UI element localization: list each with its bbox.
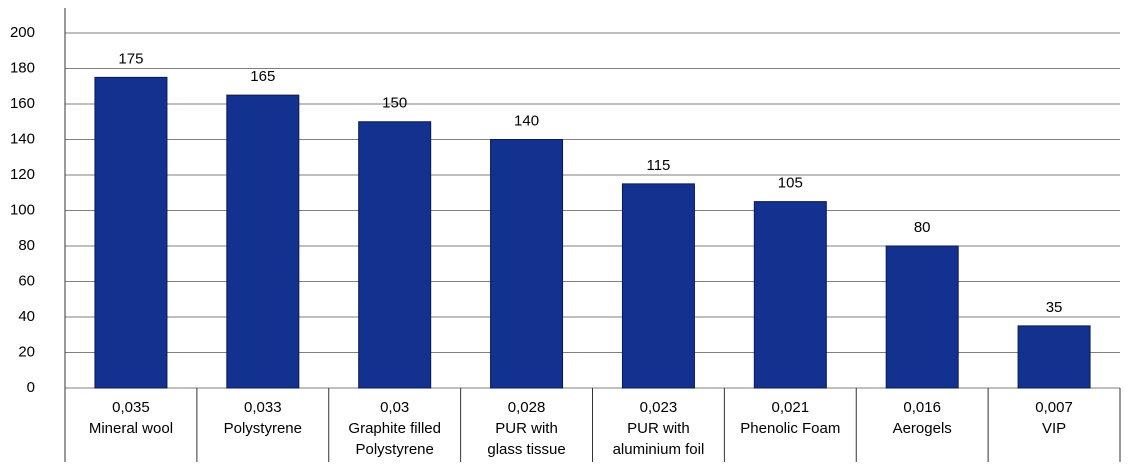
- x-tick-label: 0,016: [903, 399, 941, 416]
- x-tick-label: Polystyrene: [356, 441, 434, 458]
- x-tick-label: 0,007: [1035, 399, 1073, 416]
- y-tick-label: 20: [18, 343, 35, 360]
- x-tick-label: 0,021: [772, 399, 810, 416]
- data-label: 105: [778, 175, 803, 192]
- bar: [358, 121, 432, 389]
- bar: [94, 76, 168, 389]
- y-tick-label: 100: [10, 201, 35, 218]
- x-tick-label: 0,028: [508, 399, 546, 416]
- x-tick-label: 0,033: [244, 399, 282, 416]
- x-tick-label: 0,035: [112, 399, 150, 416]
- x-tick-label: Phenolic Foam: [740, 420, 840, 437]
- y-tick-label: 140: [10, 130, 35, 147]
- bar: [490, 139, 564, 389]
- y-tick-label: 180: [10, 59, 35, 76]
- data-label: 165: [250, 68, 275, 85]
- x-tick-label: Aerogels: [893, 420, 952, 437]
- y-tick-label: 200: [10, 24, 35, 41]
- data-label: 150: [382, 95, 407, 112]
- data-label: 140: [514, 112, 539, 129]
- bar: [1017, 325, 1091, 389]
- y-tick-label: 60: [18, 272, 35, 289]
- y-tick-label: 120: [10, 166, 35, 183]
- x-tick-label: PUR with: [495, 420, 558, 437]
- data-label: 115: [646, 157, 670, 174]
- x-tick-label: glass tissue: [487, 441, 565, 458]
- data-label: 35: [1046, 299, 1063, 316]
- y-tick-label: 40: [18, 308, 35, 325]
- data-label: 175: [118, 50, 143, 67]
- bar: [226, 94, 300, 389]
- x-tick-label: 0,023: [640, 399, 678, 416]
- y-tick-label: 160: [10, 95, 35, 112]
- x-tick-label: aluminium foil: [613, 441, 705, 458]
- y-tick-label: 80: [18, 237, 35, 254]
- x-tick-label: 0,03: [380, 399, 409, 416]
- bar: [621, 183, 695, 389]
- x-tick-label: PUR with: [627, 420, 690, 437]
- x-tick-label: Mineral wool: [89, 420, 173, 437]
- bar: [885, 245, 959, 389]
- x-tick-label: Graphite filled: [348, 420, 441, 437]
- data-label: 80: [914, 219, 931, 236]
- y-tick-label: 0: [27, 379, 35, 396]
- x-tick-label: Polystyrene: [224, 420, 302, 437]
- x-tick-label: VIP: [1042, 420, 1066, 437]
- bar: [753, 201, 827, 389]
